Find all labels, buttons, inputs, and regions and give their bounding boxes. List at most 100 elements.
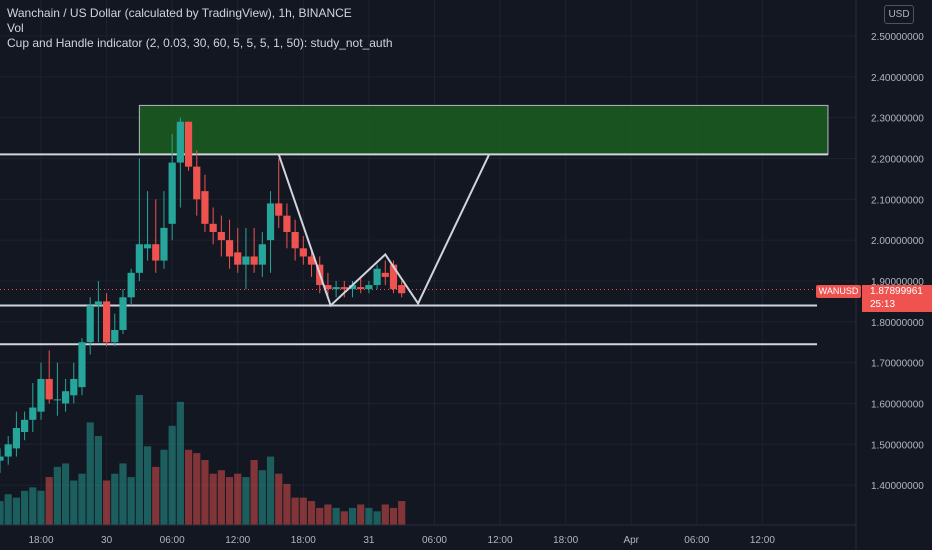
candle-body xyxy=(242,256,250,265)
horizontal-levels xyxy=(0,153,856,346)
price-tick-label: 2.50000000 xyxy=(871,32,924,43)
resistance-zone xyxy=(138,104,829,155)
volume-bar xyxy=(348,507,357,525)
volume-bar xyxy=(242,477,250,525)
volume-bar xyxy=(111,473,119,525)
candle-body xyxy=(135,244,143,273)
candle-body xyxy=(37,378,45,412)
volume-bar xyxy=(21,490,29,525)
time-tick-label: 12:00 xyxy=(488,535,513,546)
volume-bar xyxy=(340,511,348,525)
time-tick-label: 06:00 xyxy=(160,535,185,546)
volume-bar xyxy=(193,453,201,525)
volume-bar xyxy=(184,449,193,525)
volume-bar xyxy=(225,477,234,525)
volume-bar xyxy=(176,401,184,525)
candle-body xyxy=(78,342,86,388)
volume-bar xyxy=(381,504,389,525)
resistance-zone-box xyxy=(138,104,829,155)
price-tick-label: 2.30000000 xyxy=(871,114,924,125)
candle-body xyxy=(348,285,357,290)
volume-bar xyxy=(234,473,242,525)
symbol-title[interactable]: Wanchain / US Dollar (calculated by Trad… xyxy=(7,6,352,20)
candle-body xyxy=(4,444,12,457)
candle-body xyxy=(225,240,234,257)
candle-body xyxy=(94,301,102,306)
volume-study-label[interactable]: Vol xyxy=(7,21,24,35)
candle-body xyxy=(53,399,61,401)
volume-bar xyxy=(373,511,381,525)
time-tick-label: 06:00 xyxy=(684,535,709,546)
currency-button[interactable]: USD xyxy=(884,5,914,24)
time-tick-label: 18:00 xyxy=(28,535,53,546)
price-tick-label: 2.40000000 xyxy=(871,73,924,84)
candle-body xyxy=(357,287,365,290)
candle-body xyxy=(193,166,201,200)
volume-bar xyxy=(94,436,102,525)
time-axis[interactable]: 18:00 30 06:00 12:00 18:00 31 06:00 12:00 18:00 A… xyxy=(0,524,856,546)
candle-body xyxy=(234,252,242,265)
volume-bar xyxy=(143,446,152,525)
volume-bar xyxy=(78,473,86,525)
price-tick-label: 1.90000000 xyxy=(871,277,924,288)
candle-body xyxy=(184,121,193,167)
candle-body xyxy=(102,301,111,343)
volume-bar xyxy=(365,507,373,525)
time-tick-label: 06:00 xyxy=(422,535,447,546)
volume-bar xyxy=(152,466,160,525)
volume-bar xyxy=(389,507,398,525)
volume-bar xyxy=(4,494,12,525)
volume-bar xyxy=(316,507,324,525)
candle-body xyxy=(152,244,160,261)
price-tick-label: 1.40000000 xyxy=(871,481,924,492)
volume-bar xyxy=(61,463,70,525)
candle-body xyxy=(275,203,283,216)
candle-body xyxy=(266,203,275,241)
volume-bar xyxy=(119,463,127,525)
volume-bar xyxy=(0,501,4,525)
candle-body xyxy=(389,264,398,290)
price-tick-label: 2.00000000 xyxy=(871,236,924,247)
volume-bar xyxy=(45,477,53,525)
volume-bar xyxy=(217,470,225,525)
candle-body xyxy=(258,244,266,265)
last-price-value: 1.87899961 xyxy=(870,286,923,297)
volume-bar xyxy=(357,504,365,525)
candle-body xyxy=(307,256,316,265)
candle-body xyxy=(119,297,127,330)
time-tick-label: 18:00 xyxy=(553,535,578,546)
price-axis[interactable]: 2.50000000 2.40000000 2.30000000 2.20000000… xyxy=(855,0,924,550)
cup-and-handle-pattern xyxy=(277,153,491,308)
symbol-price-tag: WANUSD xyxy=(816,285,861,298)
candle-body xyxy=(70,378,78,396)
volume-bar xyxy=(12,497,21,525)
volume-bar xyxy=(332,507,340,525)
candle-body xyxy=(160,227,168,261)
volume-bar xyxy=(86,422,94,525)
indicator-label[interactable]: Cup and Handle indicator (2, 0.03, 30, 6… xyxy=(7,36,393,50)
volume-bars xyxy=(0,395,406,525)
time-tick-label: 31 xyxy=(363,535,375,546)
time-tick-label: 30 xyxy=(101,535,113,546)
price-tick-label: 1.80000000 xyxy=(871,318,924,329)
volume-bar xyxy=(258,470,266,525)
volume-bar xyxy=(168,425,176,525)
volume-bar xyxy=(299,497,307,525)
candle-body xyxy=(201,191,209,224)
candle-body xyxy=(332,287,340,290)
time-tick-label: Apr xyxy=(623,535,639,546)
candle-body xyxy=(86,305,94,343)
candle-body xyxy=(29,407,37,420)
volume-bar xyxy=(250,460,258,525)
candle-body xyxy=(127,272,135,298)
price-tick-label: 1.50000000 xyxy=(871,440,924,451)
time-tick-label: 12:00 xyxy=(750,535,775,546)
candle-body xyxy=(381,272,389,277)
candle-body xyxy=(21,419,29,433)
volume-bar xyxy=(209,473,217,525)
candle-body xyxy=(365,285,373,290)
candle-body xyxy=(209,223,217,232)
volume-bar xyxy=(398,501,406,525)
last-price-label: 1.87899961 25:13 xyxy=(862,285,932,312)
